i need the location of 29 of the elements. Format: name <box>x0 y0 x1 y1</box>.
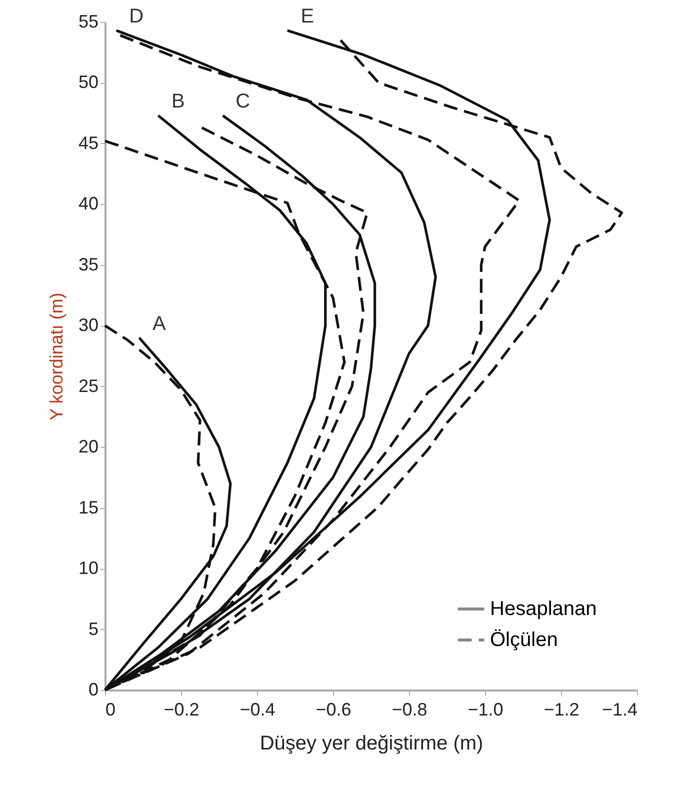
x-tick-label: −1.0 <box>468 700 504 720</box>
x-tick-label: −1.4 <box>602 700 638 720</box>
text: Hesaplanan <box>490 598 597 620</box>
annotation: E <box>300 6 314 28</box>
y-tick-label: 20 <box>78 436 98 457</box>
y-tick-label: 35 <box>78 254 98 274</box>
annotation: B <box>172 90 185 113</box>
annotation: A <box>152 312 167 335</box>
y-tick-label: 15 <box>78 497 98 518</box>
x-tick-label: −1.2 <box>544 700 580 720</box>
x-tick-label: −0.8 <box>392 700 428 720</box>
x-tick-label: −0.6 <box>316 700 352 720</box>
y-tick-label: 50 <box>78 72 98 92</box>
y-tick-label: 10 <box>78 558 98 578</box>
annotation: C <box>236 90 250 113</box>
x-tick-label: −0.4 <box>240 700 276 720</box>
y-tick-label: 25 <box>78 376 98 396</box>
y-tick-label: 5 <box>88 618 98 639</box>
x-axis-title: Düşey yer değiştirme (m) <box>260 732 484 754</box>
y-tick-label: 30 <box>78 315 98 336</box>
y-axis-title: Y koordinatı (m) <box>46 292 66 420</box>
y-tick-label: 0 <box>88 680 98 700</box>
x-tick-label: −0.2 <box>164 700 200 720</box>
y-tick-label: 40 <box>78 194 98 214</box>
y-tick-label: 45 <box>78 132 98 153</box>
text: Ölçülen <box>490 629 558 651</box>
x-tick-label: 0 <box>106 700 116 720</box>
annotation: D <box>129 6 144 28</box>
y-tick-label: 55 <box>78 12 98 32</box>
